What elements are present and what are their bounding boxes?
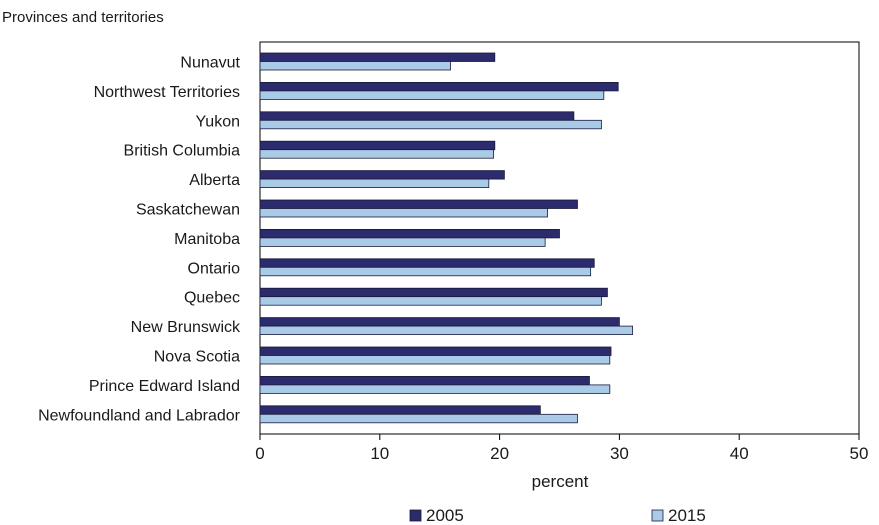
bar-2005-5 [259,199,578,209]
category-axis-title: Provinces and territories [2,9,164,26]
bar-2015-0 [259,61,451,71]
bar-2015-4 [259,178,490,189]
category-label: Manitoba [174,231,240,248]
x-tick-label: 50 [850,444,869,463]
legend: 2005 2015 [409,506,706,525]
bar-2005-4 [259,170,505,180]
legend-label-2015: 2015 [668,506,706,525]
category-label: New Brunswick [131,319,241,336]
category-label: Yukon [196,113,240,130]
bar-2015-5 [259,208,548,218]
bar-2015-12 [259,413,578,424]
bar-2005-1 [259,82,619,92]
bar-2015-11 [259,384,611,394]
category-labels: Nunavut Northwest Territories Yukon British… [38,55,241,425]
category-label: Saskatchewan [136,202,240,219]
bar-2015-1 [259,90,605,100]
bar-2015-2 [259,119,602,130]
bar-2005-12 [259,405,541,415]
category-label: Nunavut [180,55,240,72]
bar-2015-9 [259,325,633,336]
bar-2005-7 [259,258,595,268]
category-label: British Columbia [124,143,241,160]
category-label: Ontario [188,260,241,277]
legend-swatch-2015 [651,509,664,522]
bar-2005-11 [259,375,590,386]
x-axis-ticks: 0 10 20 30 40 50 [255,434,868,463]
category-label: Nova Scotia [154,349,240,366]
bar-2005-8 [259,287,608,298]
legend-swatch-2005 [409,509,422,522]
x-tick-label: 20 [490,444,509,463]
x-tick-label: 0 [255,444,264,463]
x-tick-label: 10 [370,444,389,463]
bar-2005-2 [259,111,575,121]
bars [259,52,633,424]
x-axis-label: percent [532,472,589,491]
category-label: Newfoundland and Labrador [38,407,241,424]
x-tick-label: 40 [730,444,749,463]
bar-2015-10 [259,355,611,365]
category-label: Prince Edward Island [89,378,240,395]
bar-2015-3 [259,149,495,159]
bar-2015-8 [259,296,602,306]
bar-2015-7 [259,266,592,277]
x-tick-label: 30 [610,444,629,463]
legend-label-2005: 2005 [426,506,464,525]
bar-2005-9 [259,317,620,327]
bar-2005-6 [259,228,560,239]
bar-2005-0 [259,52,496,62]
category-label: Northwest Territories [94,84,240,101]
bar-2015-6 [259,237,546,247]
category-label: Quebec [184,290,240,307]
category-label: Alberta [189,172,240,189]
bar-2005-3 [259,140,496,151]
bar-2005-10 [259,346,612,356]
